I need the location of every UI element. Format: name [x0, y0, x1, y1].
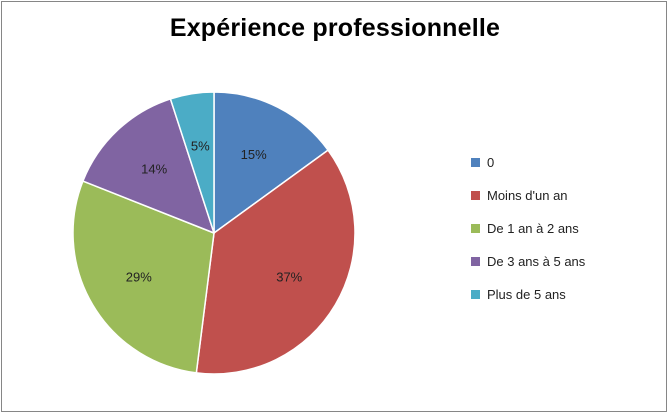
chart-title: Expérience professionnelle: [169, 14, 501, 42]
legend-item-2: De 1 an à 2 ans: [471, 212, 585, 245]
legend-item-1: Moins d'un an: [471, 179, 585, 212]
slice-label-3: 14%: [141, 161, 167, 176]
legend-swatch-3: [471, 257, 480, 266]
legend: 0 Moins d'un an De 1 an à 2 ans De 3 ans à …: [471, 146, 585, 311]
slice-label-4: 5%: [191, 139, 210, 154]
legend-swatch-2: [471, 224, 480, 233]
pie-slice-1: [195, 149, 356, 375]
pie-labels: 15% 37% 29% 14% 5%: [126, 139, 303, 285]
legend-swatch-0: [471, 158, 480, 167]
slice-label-2: 29%: [126, 270, 152, 285]
legend-label-4: Plus de 5 ans: [487, 287, 566, 302]
legend-swatch-4: [471, 290, 480, 299]
legend-label-2: De 1 an à 2 ans: [487, 221, 579, 236]
slice-label-1: 37%: [276, 270, 302, 285]
pie-slice-2: [72, 180, 215, 374]
pie-slice-4: [169, 91, 215, 234]
legend-item-4: Plus de 5 ans: [471, 278, 585, 311]
legend-swatch-1: [471, 191, 480, 200]
legend-label-3: De 3 ans à 5 ans: [487, 254, 586, 269]
slice-label-0: 15%: [241, 147, 267, 162]
legend-label-0: 0: [487, 155, 495, 170]
legend-item-0: 0: [471, 146, 585, 179]
pie-slice-0: [213, 91, 329, 234]
legend-label-1: Moins d'un an: [487, 188, 568, 203]
legend-item-3: De 3 ans à 5 ans: [471, 245, 585, 278]
pie-slices: [72, 91, 356, 375]
